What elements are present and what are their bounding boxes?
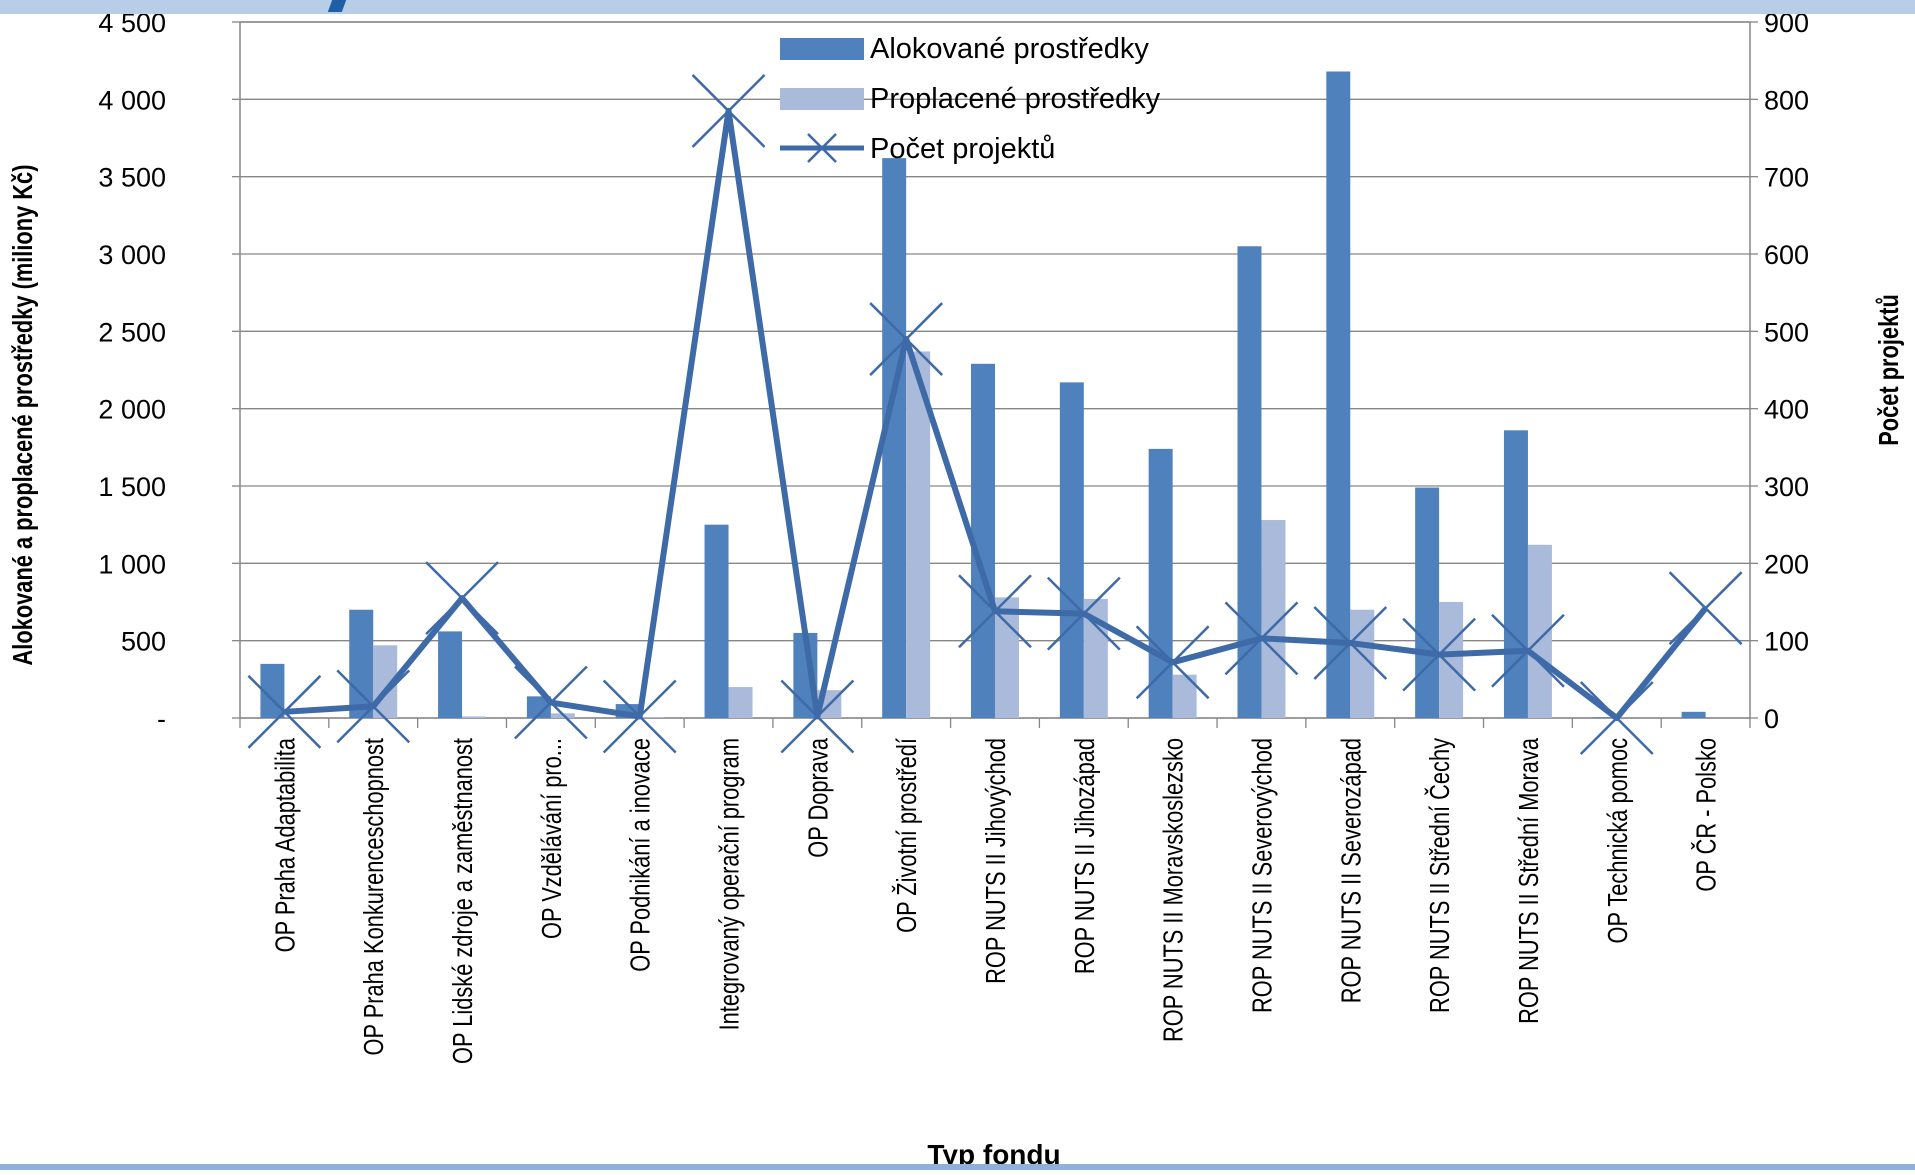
y-tick-label: 3 500: [98, 163, 166, 193]
bar-alokovane: [1415, 487, 1440, 718]
bar-alokovane: [349, 609, 374, 718]
line-series: [247, 74, 1743, 755]
line-point-marker: [336, 669, 411, 744]
bar-alokovane: [1503, 430, 1528, 718]
y2-tick-label: 600: [1764, 240, 1809, 270]
line-point-marker: [869, 302, 944, 376]
bar-alokovane: [1237, 246, 1262, 718]
y2-tick-label: 100: [1764, 627, 1809, 657]
y-tick-label: 4 000: [98, 85, 166, 115]
x-tick-label: OP Praha Adaptabilita: [270, 738, 301, 952]
bar-alokovane: [526, 696, 551, 718]
x-tick-label: ROP NUTS II Moravskoslezsko: [1158, 738, 1189, 1042]
x-tick-label: OP Technická pomoc: [1602, 738, 1633, 943]
bar-proplacene: [639, 717, 664, 718]
x-tick-label: ROP NUTS II Střední Čechy: [1423, 738, 1455, 1013]
line-point-marker: [1135, 625, 1210, 700]
bar-proplacene: [1439, 602, 1464, 718]
bar-proplacene: [1083, 598, 1108, 718]
bottom-decorative-band: [0, 1164, 1915, 1170]
bar-alokovane: [1148, 448, 1173, 718]
y2-tick-label: 400: [1764, 395, 1809, 425]
y-axis-label: Alokované a proplacené prostředky (milio…: [7, 165, 38, 666]
bar-alokovane: [1326, 71, 1351, 718]
y2-tick-label: 700: [1764, 163, 1809, 193]
legend-label: Proplacené prostředky: [870, 83, 1161, 115]
y2-tick-label: 300: [1764, 472, 1809, 502]
bar-alokovane: [882, 158, 907, 718]
x-tick-label: ROP NUTS II Jihozápad: [1069, 738, 1100, 974]
y-tick-label: 2 500: [98, 317, 166, 347]
top-decorative-band: [0, 0, 1915, 14]
y-tick-label: 1 500: [98, 472, 166, 502]
x-tick-label: OP Doprava: [803, 738, 834, 858]
x-tick-label: ROP NUTS II Severovýchod: [1247, 738, 1278, 1013]
line-point-marker: [425, 561, 499, 636]
bar-proplacene: [1527, 544, 1552, 718]
axes: [232, 21, 1758, 728]
y2-axis-label: Počet projektů: [1873, 294, 1904, 446]
x-tick-label: OP Podnikání a inovace: [625, 738, 656, 972]
line-point-marker: [958, 574, 1032, 649]
x-tick-label: ROP NUTS II Střední Morava: [1513, 738, 1544, 1024]
bar-alokovane: [438, 631, 463, 718]
y2-tick-label: 200: [1764, 549, 1809, 579]
bar-proplacene: [462, 716, 487, 718]
legend-label: Počet projektů: [870, 133, 1055, 165]
line-point-marker: [691, 74, 766, 148]
line-point-marker: [1579, 681, 1654, 755]
bar-alokovane: [704, 524, 729, 718]
x-tick-label: OP Vzdělávání pro...: [536, 738, 567, 939]
y-tick-label: 2 000: [98, 395, 166, 425]
line-point-marker: [1491, 613, 1565, 688]
y2-tick-label: 0: [1764, 704, 1779, 734]
bar-alokovane: [1592, 717, 1617, 718]
line-point-marker: [247, 674, 322, 749]
bar-alokovane: [1681, 711, 1706, 718]
x-tick-label: OP ČR - Polsko: [1690, 738, 1722, 892]
legend: Alokované prostředky Proplacené prostředk…: [780, 33, 1161, 165]
line-point-marker: [1313, 606, 1388, 680]
bar-proplacene: [1172, 674, 1197, 718]
y-tick-label: -: [157, 704, 166, 734]
y-tick-label: 500: [121, 627, 166, 657]
line-point-marker: [780, 679, 855, 754]
legend-label: Alokované prostředky: [870, 33, 1149, 65]
bar-proplacene: [728, 687, 753, 718]
line-point-marker: [1046, 576, 1121, 651]
line-point-marker: [1668, 571, 1743, 646]
x-tick-label: ROP NUTS II Severozápad: [1336, 738, 1367, 1003]
x-tick-label: ROP NUTS II Jihovýchod: [980, 738, 1011, 984]
bar-alokovane: [1059, 382, 1084, 718]
legend-swatch: [780, 88, 864, 110]
y-tick-label: 1 000: [98, 549, 166, 579]
legend-marker: [807, 133, 837, 163]
bar-proplacene: [906, 351, 931, 718]
line-point-marker: [602, 679, 677, 754]
gridlines: [240, 21, 1750, 719]
tick-labels: - 500 1 000 1 500 2 000 2 500 3 000 3 500 4 000 4…: [98, 8, 1809, 1064]
x-tick-label: OP Praha Konkurenceschopnost: [359, 738, 390, 1056]
x-tick-label: Integrovaný operační program: [714, 738, 745, 1030]
x-tick-label: OP Životní prostředí: [891, 738, 923, 933]
line-point-marker: [1224, 601, 1299, 676]
bar-proplacene: [1261, 520, 1286, 718]
legend-swatch: [780, 38, 864, 60]
y2-tick-label: 500: [1764, 317, 1809, 347]
x-tick-label: OP Lidské zdroje a zaměstnanost: [448, 738, 479, 1064]
y2-tick-label: 800: [1764, 85, 1809, 115]
line-point-marker: [513, 665, 588, 740]
y-tick-label: 3 000: [98, 240, 166, 270]
line-point-marker: [1402, 617, 1477, 692]
